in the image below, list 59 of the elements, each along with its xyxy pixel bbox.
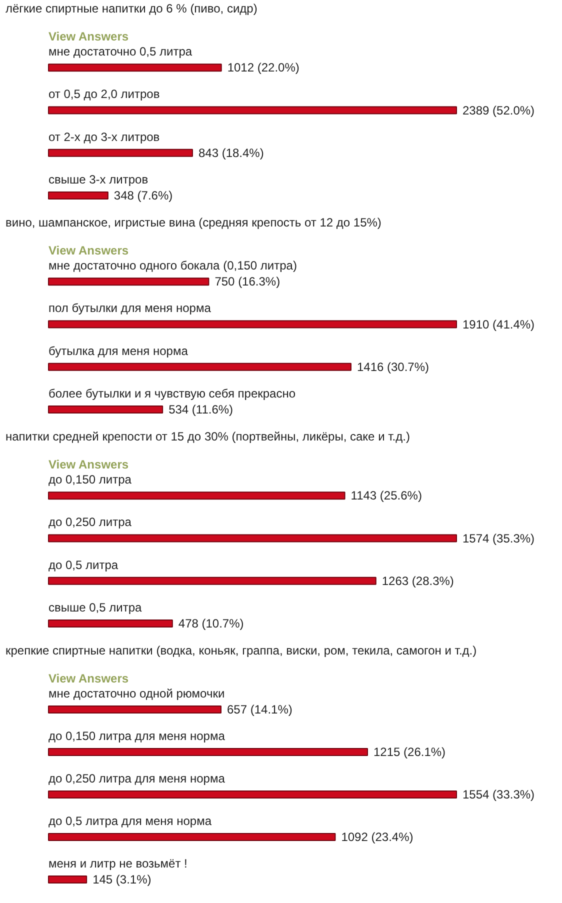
data-label: 534 (11.6%) <box>168 402 234 416</box>
data-label: 750 (16.3%) <box>214 274 280 289</box>
data-label: 1554 (33.3%) <box>462 788 535 802</box>
bar <box>48 576 376 585</box>
y-tick-label: более бутылки и я чувствую себя прекрасно <box>48 386 296 400</box>
data-label: 1092 (23.4%) <box>341 830 414 844</box>
bar <box>48 534 457 542</box>
bar <box>48 405 164 414</box>
bar <box>48 106 457 114</box>
data-label: 1143 (25.6%) <box>350 488 422 503</box>
y-tick-label: от 0,5 до 2,0 литров <box>48 87 160 102</box>
y-tick-label: мне достаточно одной рюмочки <box>48 686 225 700</box>
y-tick-label: до 0,5 литра для меня норма <box>48 814 212 828</box>
bar <box>48 790 457 798</box>
y-tick-label: меня и литр не возьмёт ! <box>48 856 188 870</box>
data-label: 2389 (52.0%) <box>462 103 535 118</box>
y-tick-label: до 0,250 литра <box>48 515 132 530</box>
bar <box>48 619 173 628</box>
annotation: View Answers <box>48 672 129 686</box>
annotation: View Answers <box>48 244 129 258</box>
bar <box>48 833 336 841</box>
bar <box>48 191 108 200</box>
y-tick-label: свыше 3-х литров <box>48 172 148 186</box>
data-label: 1215 (26.1%) <box>373 745 446 759</box>
data-label: 478 (10.7%) <box>178 616 244 630</box>
y-tick-label: пол бутылки для меня норма <box>48 301 212 316</box>
bar <box>48 64 222 72</box>
data-label: 1263 (28.3%) <box>382 574 454 588</box>
y-tick-label: бутылка для меня норма <box>48 344 188 358</box>
y-tick-label: мне достаточно одного бокала (0,150 литра) <box>48 258 297 273</box>
y-tick-label: мне достаточно 0,5 литра <box>48 44 192 59</box>
bar <box>48 876 88 884</box>
y-tick-label: до 0,250 литра для меня норма <box>48 772 226 786</box>
data-label: 1910 (41.4%) <box>462 317 535 332</box>
chart-title: лёгкие спиртные напитки до 6 % (пиво, сидр) <box>6 2 258 16</box>
bar <box>48 278 210 286</box>
bar <box>48 492 346 500</box>
data-label: 348 (7.6%) <box>114 188 173 202</box>
y-tick-label: до 0,5 литра <box>48 558 118 572</box>
chart-title: вино, шампанское, игристые вина (средняя крепость от 12 до 15%) <box>6 216 382 230</box>
data-label: 843 (18.4%) <box>198 146 264 160</box>
y-tick-label: до 0,150 литра для меня норма <box>48 729 226 743</box>
bar <box>48 148 193 157</box>
bar <box>48 362 352 371</box>
annotation: View Answers <box>48 30 129 44</box>
bar <box>48 706 222 714</box>
y-tick-label: до 0,150 литра <box>48 472 132 487</box>
y-tick-label: от 2-х до 3-х литров <box>48 130 160 144</box>
y-tick-label: свыше 0,5 литра <box>48 600 142 614</box>
data-label: 657 (14.1%) <box>226 702 292 716</box>
data-label: 1574 (35.3%) <box>462 531 535 546</box>
data-label: 1416 (30.7%) <box>356 360 430 374</box>
data-label: 1012 (22.0%) <box>227 60 300 75</box>
annotation: View Answers <box>48 458 129 472</box>
data-label: 145 (3.1%) <box>92 872 152 886</box>
bar <box>48 748 368 756</box>
chart-title: крепкие спиртные напитки (водка, коньяк, граппа, виски, ром, текила, самогон и т.д.) <box>6 644 477 658</box>
bar <box>48 320 457 328</box>
chart-title: напитки средней крепости от 15 до 30% (портвейны, ликёры, саке и т.д.) <box>6 430 410 444</box>
